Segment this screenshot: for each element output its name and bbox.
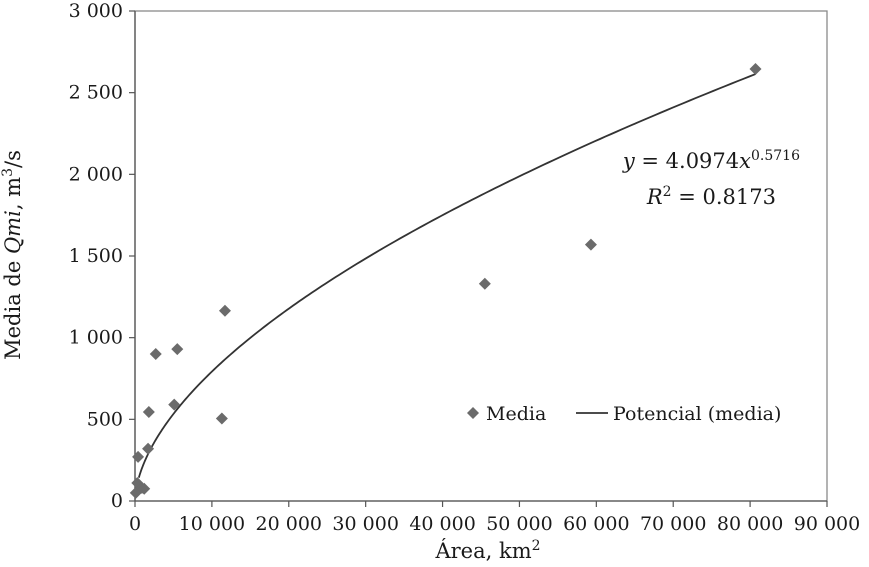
y-ticks: 0 500 1 000 1 500 2 000 2 500 3 000: [69, 0, 135, 512]
x-tick-label: 60 000: [563, 513, 629, 535]
legend-label-media: Media: [486, 403, 546, 425]
x-tick-label: 80 000: [717, 513, 783, 535]
x-tick-label: 0: [129, 513, 141, 535]
y-tick-label: 0: [111, 490, 123, 512]
x-tick-label: 30 000: [332, 513, 398, 535]
x-tick-label: 40 000: [409, 513, 475, 535]
data-point: [215, 412, 228, 425]
legend: Media Potencial (media): [467, 403, 781, 425]
y-tick-label: 1 000: [69, 327, 123, 349]
data-point: [749, 62, 762, 75]
x-tick-label: 70 000: [640, 513, 706, 535]
data-point: [478, 277, 491, 290]
data-point: [142, 442, 155, 455]
y-tick-label: 3 000: [69, 0, 123, 22]
data-point: [138, 482, 151, 495]
r-squared: R2 = 0.8173: [646, 184, 776, 209]
trendline-potencial-media: [138, 73, 756, 478]
x-tick-label: 50 000: [486, 513, 552, 535]
x-tick-label: 90 000: [794, 513, 860, 535]
data-point: [168, 398, 181, 411]
plot-area: [134, 10, 828, 502]
data-point: [142, 405, 155, 418]
data-point: [584, 238, 597, 251]
trend-equation: y = 4.0974x0.5716: [622, 148, 800, 173]
data-point: [149, 348, 162, 360]
y-tick-label: 2 000: [69, 163, 123, 185]
x-tick-label: 10 000: [179, 513, 245, 535]
y-tick-label: 2 500: [69, 82, 123, 104]
x-axis-title: Área, km2: [434, 538, 540, 563]
legend-diamond-marker: [467, 407, 479, 419]
y-tick-label: 500: [87, 408, 123, 430]
data-point: [171, 343, 184, 356]
series-media-points: [129, 62, 762, 499]
x-tick-label: 20 000: [256, 513, 322, 535]
data-point: [218, 304, 231, 317]
y-axis-title: Media de Qmi, m3/s: [0, 150, 25, 360]
legend-label-potencial: Potencial (media): [613, 403, 781, 425]
y-tick-label: 1 500: [69, 245, 123, 267]
x-ticks: 0 10 000 20 000 30 000 40 000 50 000 60 000 70 …: [129, 501, 860, 535]
data-point: [132, 450, 145, 463]
